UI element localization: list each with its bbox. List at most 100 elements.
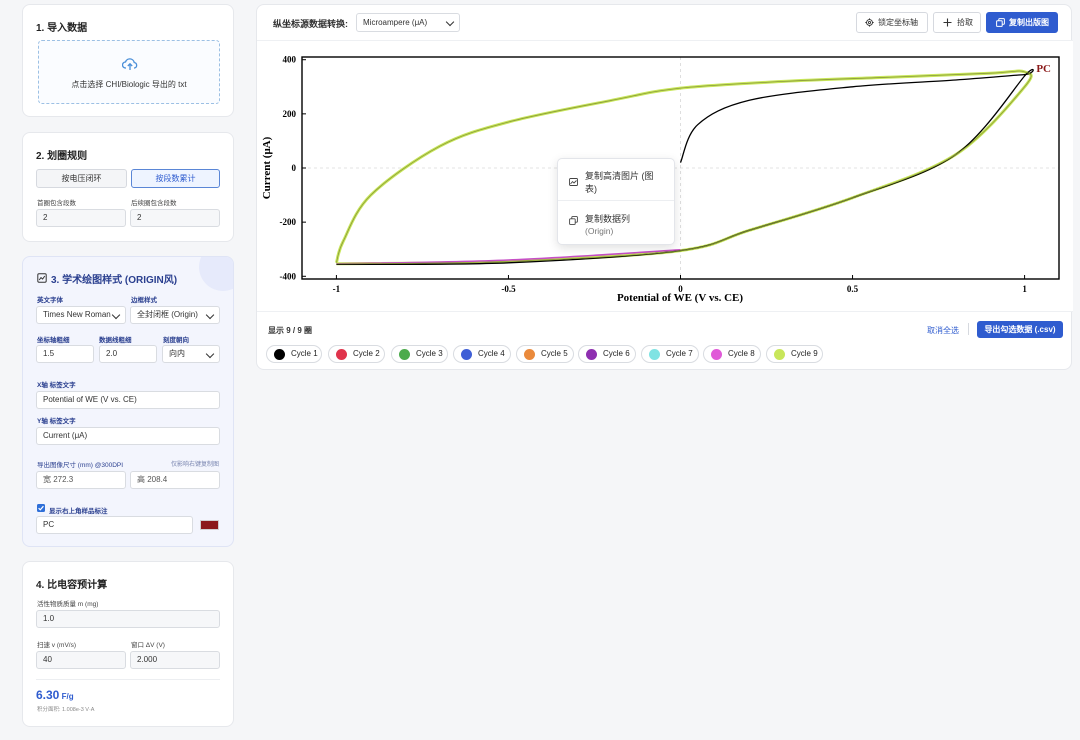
show-annotation-checkbox[interactable] (37, 504, 45, 512)
unit-select[interactable]: Microampere (μA) (356, 13, 460, 32)
style-card: 3. 学术绘图样式 (ORIGIN风) 英文字体 边框样式 Times New … (22, 256, 234, 547)
y-tick-label: -400 (280, 271, 297, 281)
capacitance-card: 4. 比电容预计算 活性物质质量 m (mg) 1.0 扫速 v (mV/s) … (22, 561, 234, 727)
mode-voltage-button[interactable]: 按电压闭环 (36, 169, 127, 188)
cycle-color-dot (274, 349, 285, 360)
tick-direction-select[interactable]: 向内 (162, 345, 220, 363)
cycle-chip-label: Cycle 2 (353, 349, 380, 358)
y-axis-label-input[interactable]: Current (μA) (36, 427, 220, 445)
copy-image-label-1: 复制高清图片 (图 (585, 171, 654, 181)
x-tick-label: -1 (333, 284, 341, 294)
result-number: 6.30 (36, 688, 60, 702)
export-width-input[interactable]: 宽 272.3 (36, 471, 126, 489)
tick-direction-label: 刻度朝向 (163, 337, 189, 344)
y-axis-label-caption: Y轴 标签文字 (37, 418, 76, 425)
cycle-chip-6[interactable]: Cycle 6 (578, 345, 636, 363)
cycle-color-dot (586, 349, 597, 360)
y-tick-label: 200 (283, 109, 297, 119)
context-menu: 复制高清图片 (图 表) 复制数据列 (Origin) (557, 158, 675, 245)
scan-rate-input[interactable]: 40 (36, 651, 126, 669)
lock-axis-label: 锁定坐标轴 (878, 18, 918, 27)
cycle-color-dot (399, 349, 410, 360)
annotation-color-swatch[interactable] (200, 520, 219, 530)
cycle-chip-label: Cycle 6 (603, 349, 630, 358)
later-cycle-input[interactable]: 2 (130, 209, 220, 227)
cycle-chip-2[interactable]: Cycle 2 (328, 345, 385, 363)
capacitance-title: 4. 比电容预计算 (36, 580, 108, 591)
y-axis-title: Current (μA) (261, 136, 273, 199)
decorative-circle (199, 257, 233, 291)
cycle-chip-label: Cycle 3 (416, 349, 443, 358)
cycle-chip-4[interactable]: Cycle 4 (453, 345, 511, 363)
import-title: 1. 导入数据 (36, 23, 88, 34)
cycle-chip-7[interactable]: Cycle 7 (641, 345, 699, 363)
copy-publication-button[interactable]: 复制出版图 (986, 12, 1058, 33)
copy-image-label-2: 表) (585, 184, 597, 194)
copy-data-label-1: 复制数据列 (585, 214, 631, 224)
lock-axis-button[interactable]: 锁定坐标轴 (856, 12, 928, 33)
mass-input[interactable]: 1.0 (36, 610, 220, 628)
cycle-chip-label: Cycle 5 (541, 349, 568, 358)
export-size-hint: 仅影响右键复制图 (170, 462, 219, 468)
scan-rate-label: 扫速 v (mV/s) (37, 642, 76, 649)
footer-divider (968, 323, 969, 335)
cycle-chip-label: Cycle 4 (478, 349, 505, 358)
annotation-text-input[interactable]: PC (36, 516, 193, 534)
font-select[interactable]: Times New Roman (36, 306, 126, 324)
plus-icon (943, 18, 952, 27)
export-height-input[interactable]: 高 208.4 (130, 471, 220, 489)
cycle-color-dot (649, 349, 660, 360)
y-tick-label: 0 (292, 163, 297, 173)
x-tick-label: 0 (678, 284, 683, 294)
x-axis-label-caption: X轴 标签文字 (37, 382, 76, 389)
y-tick-label: 400 (283, 55, 297, 65)
x-tick-label: -0.5 (501, 284, 516, 294)
gear-icon (865, 18, 874, 27)
sample-annotation: PC (1036, 63, 1051, 75)
copy-publication-label: 复制出版图 (1009, 18, 1049, 27)
pick-button[interactable]: 拾取 (933, 12, 981, 33)
later-cycle-label: 后续圈包含段数 (131, 200, 177, 207)
cycle-color-dot (524, 349, 535, 360)
cycle-chip-8[interactable]: Cycle 8 (703, 345, 761, 363)
cycle-color-dot (461, 349, 472, 360)
rules-title: 2. 划圈规则 (36, 151, 88, 162)
x-axis-title: Potential of WE (V vs. CE) (617, 292, 743, 304)
integral-area-text: 积分面积: 1.008e-3 V·A (37, 707, 95, 713)
result-unit: F/g (61, 692, 74, 701)
export-csv-button[interactable]: 导出勾选数据 (.csv) (977, 321, 1063, 338)
first-cycle-label: 首圈包含段数 (37, 200, 76, 207)
line-width-label: 数据线粗细 (99, 337, 132, 344)
result-divider (36, 679, 220, 680)
copy-image-menu-item[interactable]: 复制高清图片 (图 表) (558, 159, 674, 201)
deselect-all-link[interactable]: 取消全选 (927, 326, 959, 335)
axis-width-label: 坐标轴粗细 (37, 337, 70, 344)
cv-chart[interactable]: -1 -0.5 0 0.5 1 400 200 0 -200 -400 Potential of … (257, 41, 1073, 313)
cycles-overlap-band (334, 69, 1033, 266)
copy-data-menu-item[interactable]: 复制数据列 (Origin) (558, 202, 674, 244)
main-panel: 纵坐标源数据转换: Microampere (μA) 锁定坐标轴 拾取 复制出版… (256, 4, 1073, 370)
copy-data-label-2: (Origin) (585, 226, 614, 236)
show-annotation-label: 显示右上角样品标注 (49, 508, 108, 515)
x-tick-label: 0.5 (847, 284, 859, 294)
mode-segment-button[interactable]: 按段数累计 (131, 169, 220, 188)
first-cycle-input[interactable]: 2 (36, 209, 126, 227)
window-input[interactable]: 2.000 (130, 651, 220, 669)
series-line-cycle-9 (336, 70, 1032, 265)
cycle-chip-1[interactable]: Cycle 1 (266, 345, 322, 363)
cycle-color-dot (711, 349, 722, 360)
pick-label: 拾取 (957, 18, 973, 27)
cycle-chip-9[interactable]: Cycle 9 (766, 345, 823, 363)
export-size-label: 导出图像尺寸 (mm) @300DPI (37, 462, 124, 469)
cycle-chip-3[interactable]: Cycle 3 (391, 345, 448, 363)
upload-dropzone[interactable]: 点击选择 CHI/Biologic 导出的 txt (38, 40, 220, 104)
axis-width-input[interactable]: 1.5 (36, 345, 94, 363)
cycle-chip-5[interactable]: Cycle 5 (516, 345, 574, 363)
cycle-chip-label: Cycle 7 (666, 349, 693, 358)
style-title: 3. 学术绘图样式 (ORIGIN风) (51, 275, 178, 286)
line-width-input[interactable]: 2.0 (99, 345, 157, 363)
frame-select[interactable]: 全封闭框 (Origin) (130, 306, 220, 324)
upload-text: 点击选择 CHI/Biologic 导出的 txt (71, 80, 187, 89)
plot-area[interactable]: -1 -0.5 0 0.5 1 400 200 0 -200 -400 Potential of … (257, 40, 1073, 312)
x-axis-label-input[interactable]: Potential of WE (V vs. CE) (36, 391, 220, 409)
